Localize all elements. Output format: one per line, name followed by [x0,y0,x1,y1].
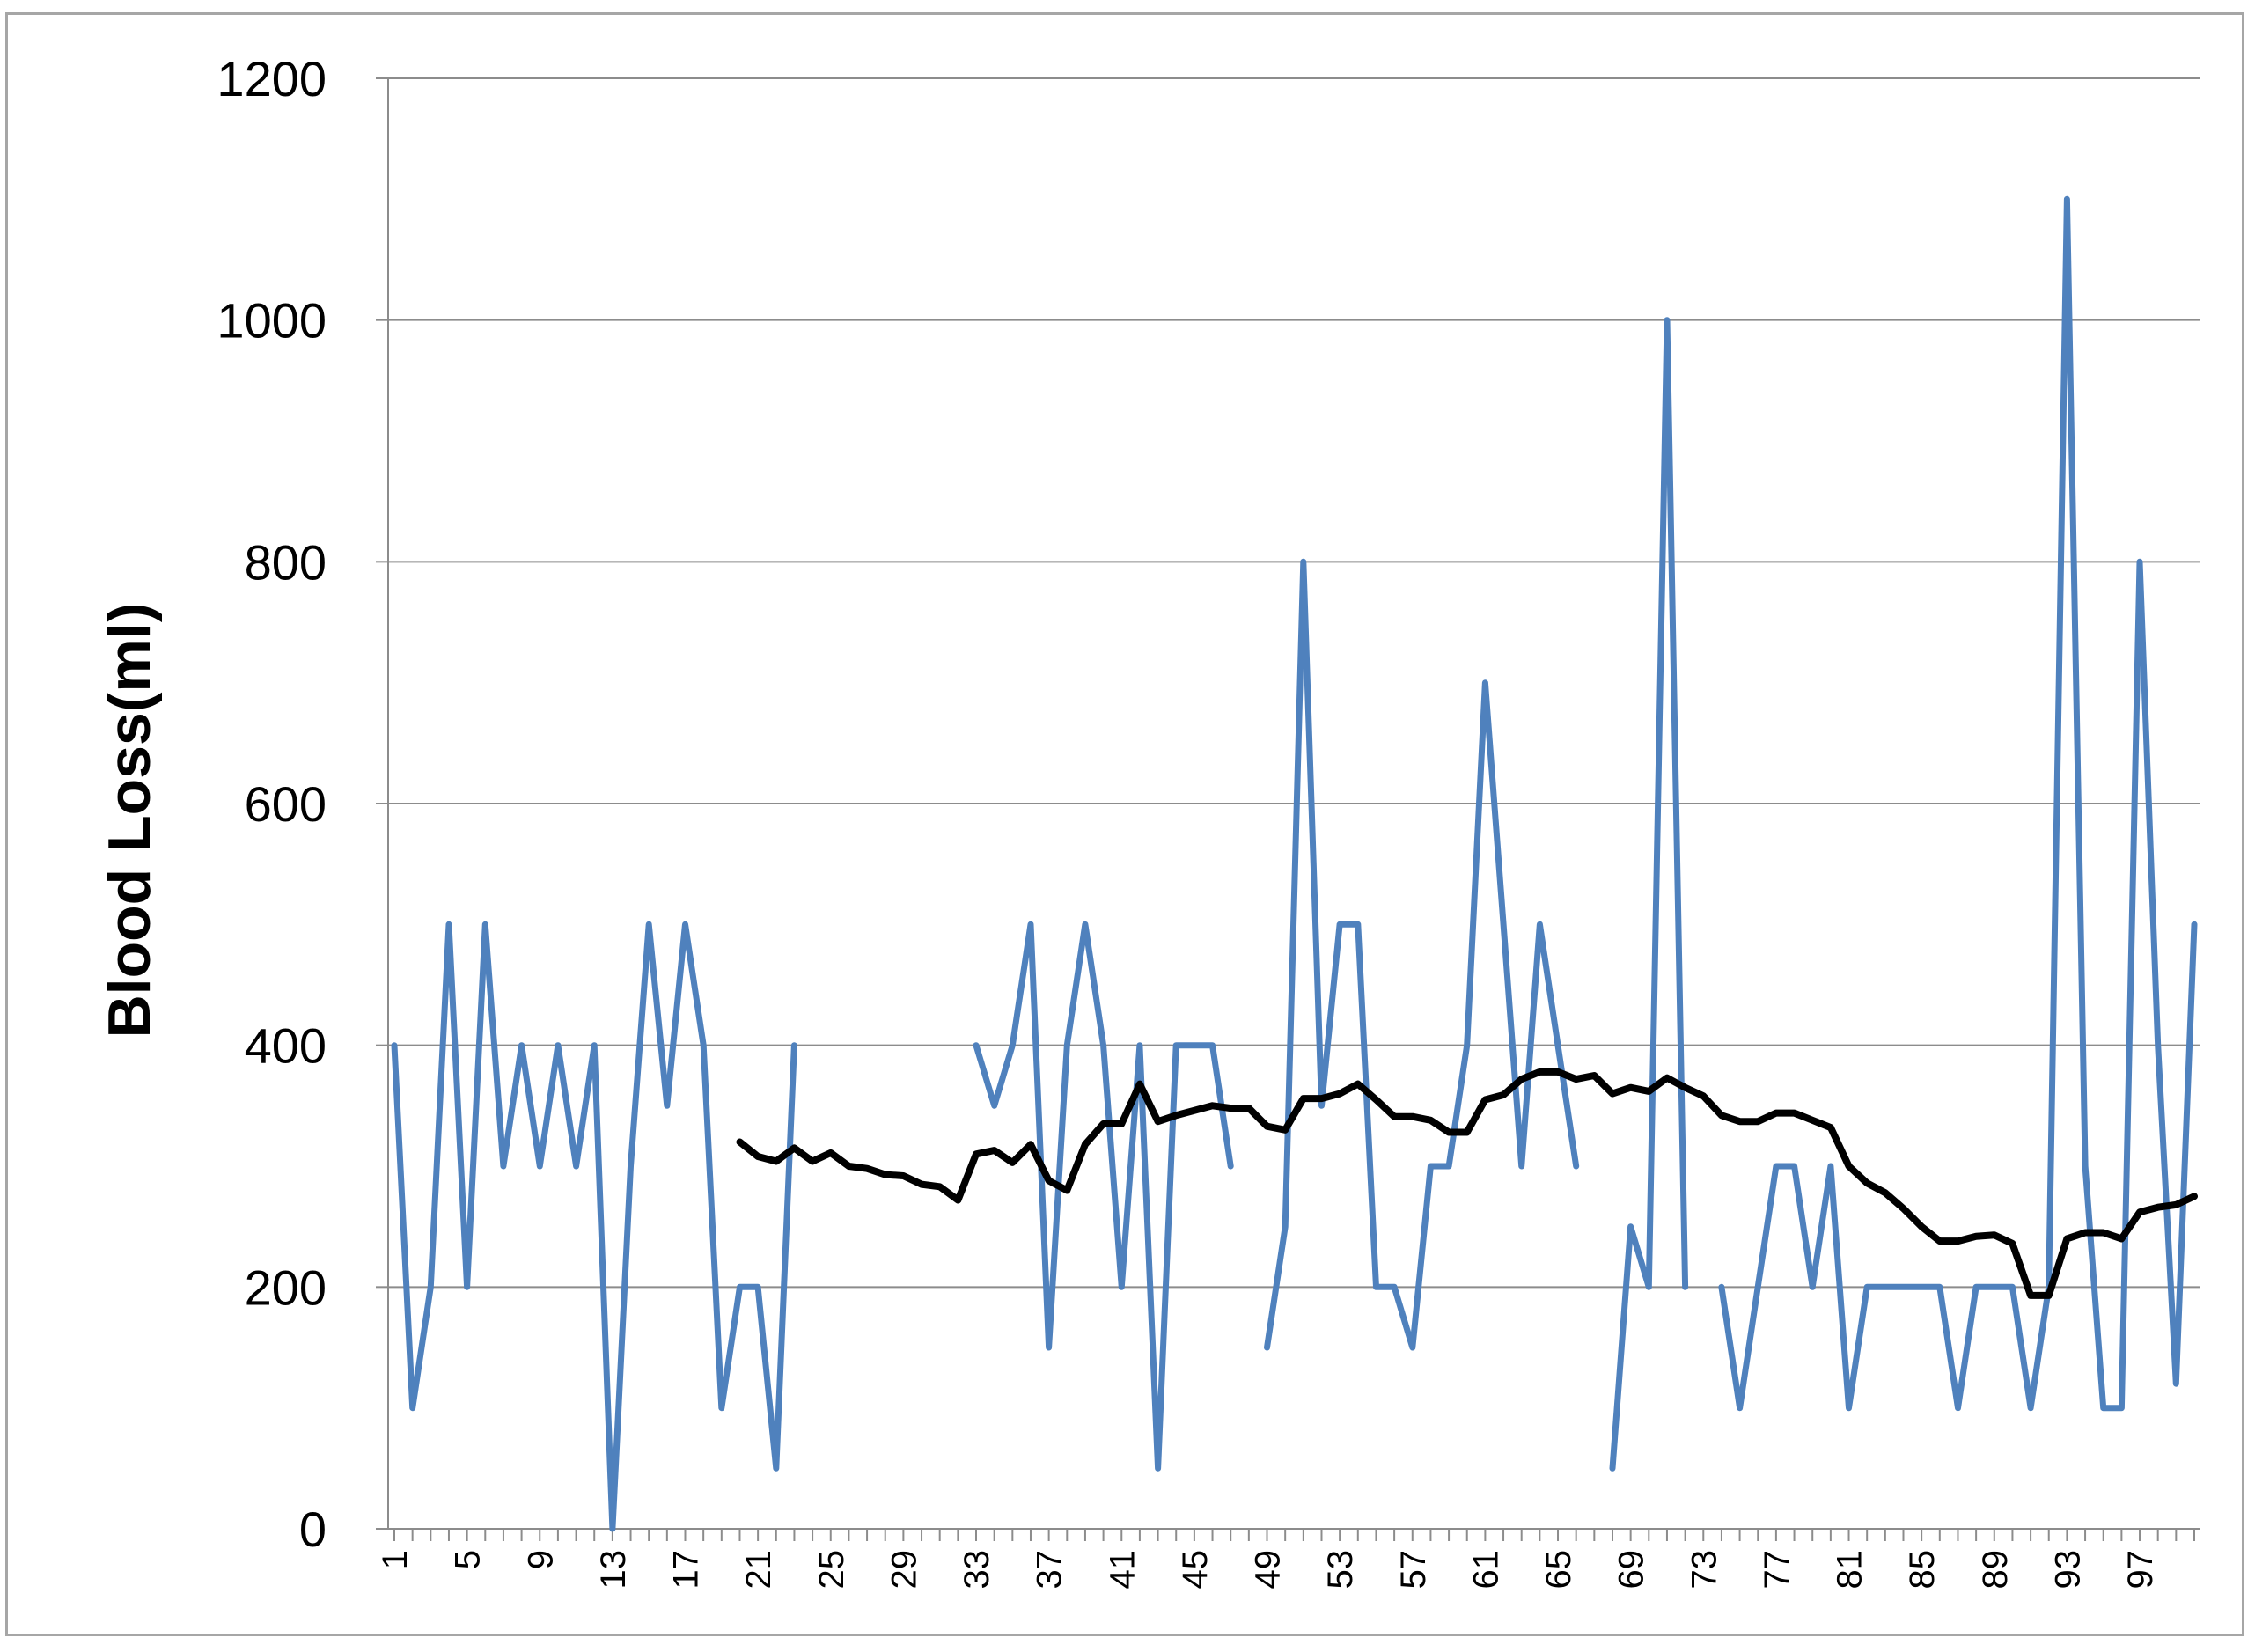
x-tick-label: 1 [376,1550,415,1569]
x-tick-label: 93 [2048,1550,2087,1590]
y-tick-label: 200 [245,1259,327,1315]
y-tick-label: 1000 [217,293,327,349]
y-tick-label: 1200 [217,51,327,106]
line-chart: 0 200 400 600 800 1000 1200 1 5 9 13 17 21 25 29 33 37 41… [96,51,2200,1590]
series-1-line [973,921,1234,1472]
chart-frame: 0 200 400 600 800 1000 1200 1 5 9 13 17 21 25 29 33 37 41… [5,12,2244,1636]
x-tick-label: 85 [1903,1550,1942,1590]
x-tick-label: 73 [1685,1550,1723,1590]
series-1-line [391,921,797,1532]
series-1-line [1264,558,1580,1351]
x-tick-label: 37 [1031,1550,1069,1590]
x-tick-label: 77 [1758,1550,1796,1590]
y-axis-label: Blood Loss(ml) [96,603,163,1039]
x-tick-label: 69 [1612,1550,1651,1590]
x-tick-label: 21 [739,1550,778,1590]
x-tick-label: 81 [1831,1550,1869,1590]
x-tick-label: 49 [1249,1550,1288,1590]
x-tick-label: 41 [1103,1550,1142,1590]
y-tick-label: 400 [245,1018,327,1074]
series-1-line [1718,195,2198,1412]
x-tick-label: 29 [885,1550,923,1590]
x-tick-label: 25 [812,1550,851,1590]
x-tick-label: 5 [449,1550,488,1569]
x-tick-label: 13 [594,1550,633,1590]
x-tick-label: 61 [1466,1550,1505,1590]
y-tick-label: 600 [245,776,327,832]
x-tick-label: 53 [1321,1550,1360,1590]
x-tick-label: 89 [1976,1550,2015,1590]
y-tick-label: 0 [299,1501,327,1557]
x-tick-label: 57 [1394,1550,1433,1590]
x-tick-label: 45 [1176,1550,1215,1590]
series-1-line [1609,317,1689,1472]
x-tick-label: 33 [958,1550,996,1590]
x-tick-label: 9 [521,1550,560,1569]
y-tick-label: 800 [245,534,327,590]
x-tick-label: 17 [667,1550,706,1590]
x-tick-label: 65 [1539,1550,1578,1590]
series-2-line [736,1068,2198,1299]
x-tick-label: 97 [2121,1550,2160,1590]
